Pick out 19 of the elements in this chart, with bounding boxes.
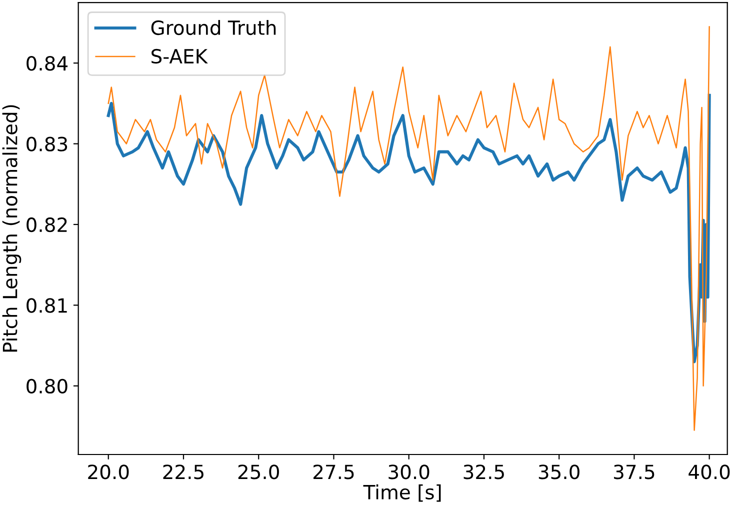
y-tick-label: 0.81 [26, 298, 67, 313]
legend-label: S-AEK [152, 48, 208, 64]
x-tick-label: 22.5 [163, 464, 204, 480]
x-tick-label: 30.0 [388, 464, 430, 480]
line-series [106, 94, 711, 364]
x-tick-label: 40.0 [688, 464, 730, 480]
x-axis-title: Time [s] [363, 484, 441, 502]
x-tick-label: 35.0 [538, 464, 580, 480]
y-tick-label: 0.80 [26, 378, 68, 394]
legend-label: Ground Truth [151, 20, 276, 36]
y-tick-label: 0.84 [26, 56, 68, 71]
y-axis-title: Pitch Length (normalized) [2, 105, 22, 352]
x-tick-label: 37.5 [614, 464, 654, 480]
x-tick-label: 27.5 [314, 464, 354, 480]
y-tick-label: 0.83 [26, 136, 68, 152]
x-tick-label: 20.0 [88, 464, 129, 480]
x-tick-label: 25.0 [238, 464, 279, 480]
x-tick-label: 32.5 [464, 464, 504, 480]
y-tick-label: 0.82 [26, 217, 67, 232]
